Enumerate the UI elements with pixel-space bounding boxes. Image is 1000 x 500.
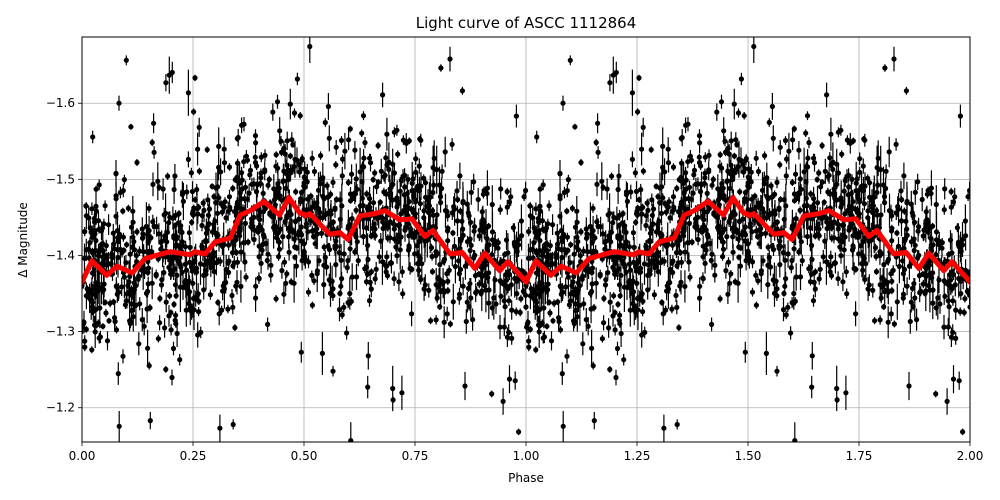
y-axis-ticks: −1.6 −1.5 −1.4 −1.3 −1.2 [46,96,82,415]
chart-title: Light curve of ASCC 1112864 [416,14,637,32]
x-tick-label: 2.00 [957,449,984,463]
x-axis-ticks: 0.00 0.25 0.50 0.75 1.00 1.25 1.50 1.75 2.00 [69,442,984,463]
y-tick-label: −1.3 [46,325,75,339]
y-tick-label: −1.5 [46,172,75,186]
x-tick-label: 0.25 [180,449,207,463]
x-axis-label: Phase [508,471,544,485]
x-tick-label: 1.75 [846,449,873,463]
y-tick-label: −1.2 [46,401,75,415]
x-tick-label: 1.50 [735,449,762,463]
y-tick-label: −1.6 [46,96,75,110]
smoothed-curve-line [82,195,970,285]
plot-area [81,36,971,443]
y-tick-label: −1.4 [46,248,75,262]
x-tick-label: 1.25 [624,449,651,463]
observation-points [82,37,970,442]
x-tick-label: 1.00 [513,449,540,463]
y-axis-label: Δ Magnitude [16,202,30,278]
x-tick-label: 0.75 [402,449,429,463]
x-tick-label: 0.00 [69,449,96,463]
x-tick-label: 0.50 [291,449,318,463]
